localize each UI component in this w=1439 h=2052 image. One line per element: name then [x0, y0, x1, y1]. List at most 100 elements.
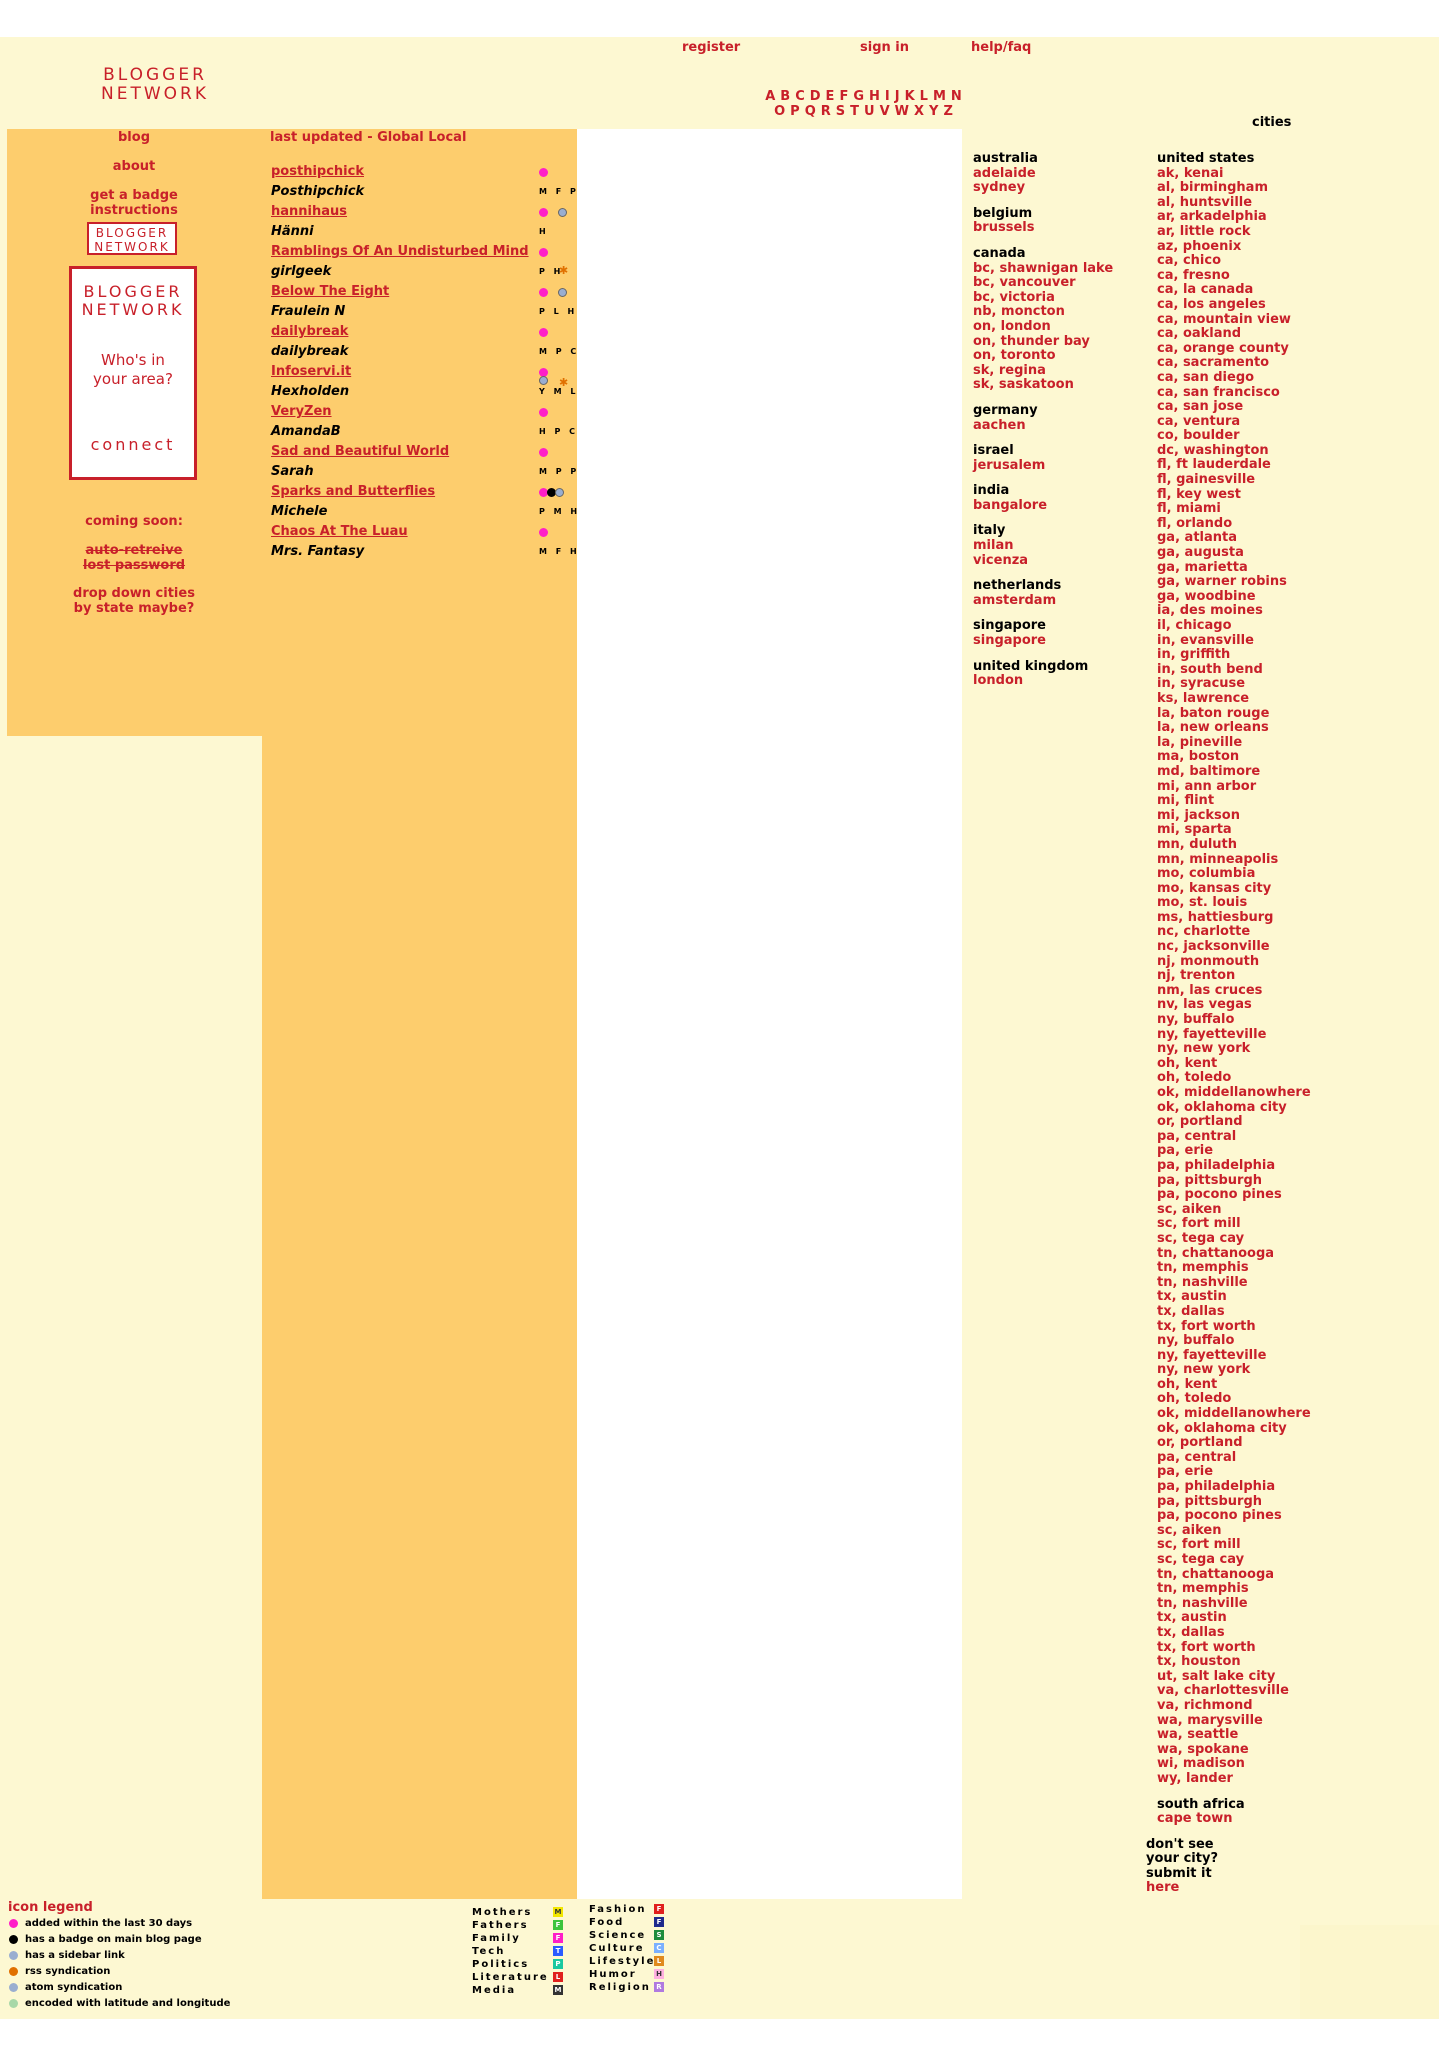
city-link[interactable]: ga, atlanta [1157, 530, 1237, 546]
city-link[interactable]: ga, warner robins [1157, 574, 1287, 590]
city-link[interactable]: nj, trenton [1157, 968, 1236, 984]
city-link[interactable]: al, huntsville [1157, 194, 1253, 210]
city-link[interactable]: ny, fayetteville [1157, 1347, 1267, 1363]
badge-small[interactable]: BLOGGER NETWORK [87, 222, 177, 255]
city-link[interactable]: dc, washington [1157, 442, 1269, 458]
city-link[interactable]: bc, victoria [973, 289, 1055, 305]
alpha-letter-i[interactable]: I [884, 89, 893, 104]
city-link[interactable]: fl, orlando [1157, 515, 1233, 531]
city-link[interactable]: fl, ft lauderdale [1157, 457, 1271, 473]
city-link[interactable]: oh, toledo [1157, 1391, 1232, 1407]
city-link[interactable]: ca, ventura [1157, 413, 1241, 429]
city-link[interactable]: adelaide [973, 165, 1036, 181]
city-link[interactable]: nc, charlotte [1157, 924, 1251, 940]
city-link[interactable]: ak, kenai [1157, 165, 1224, 181]
city-link[interactable]: sc, tega cay [1157, 1552, 1245, 1567]
city-link[interactable]: wi, madison [1157, 1756, 1245, 1772]
city-link[interactable]: pa, philadelphia [1157, 1157, 1276, 1173]
alpha-letter-q[interactable]: Q [804, 104, 819, 119]
city-link[interactable]: on, toronto [973, 348, 1056, 364]
city-link[interactable]: in, south bend [1157, 661, 1263, 677]
city-link[interactable]: ny, buffalo [1157, 1012, 1235, 1028]
nav-about[interactable]: about [112, 159, 156, 174]
city-link[interactable]: ga, marietta [1157, 559, 1248, 575]
city-link[interactable]: ga, augusta [1157, 545, 1244, 561]
city-link[interactable]: milan [973, 538, 1014, 554]
city-link[interactable]: mi, ann arbor [1157, 778, 1257, 794]
city-link[interactable]: pa, pittsburgh [1157, 1172, 1263, 1188]
city-link[interactable]: ca, orange county [1157, 340, 1289, 356]
city-link[interactable]: la, new orleans [1157, 720, 1269, 736]
city-link[interactable]: wa, spokane [1157, 1741, 1249, 1757]
city-link[interactable]: sk, regina [973, 362, 1046, 378]
blog-title[interactable]: Sparks and Butterflies [271, 484, 436, 499]
city-link[interactable]: pa, pocono pines [1157, 1508, 1282, 1524]
city-link[interactable]: ks, lawrence [1157, 690, 1250, 706]
sign-in-link[interactable]: sign in [860, 40, 909, 55]
blog-title[interactable]: Ramblings Of An Undisturbed Mind [271, 244, 529, 259]
city-link[interactable]: pa, central [1157, 1128, 1237, 1144]
city-link[interactable]: wy, lander [1157, 1770, 1233, 1786]
alpha-letter-k[interactable]: K [904, 89, 918, 104]
blog-title[interactable]: Sad and Beautiful World [271, 444, 450, 459]
city-link[interactable]: pa, erie [1157, 1143, 1214, 1159]
city-link[interactable]: in, griffith [1157, 647, 1231, 663]
city-link[interactable]: or, portland [1157, 1114, 1243, 1130]
alpha-letter-n[interactable]: N [950, 89, 965, 104]
city-link[interactable]: nc, jacksonville [1157, 939, 1270, 955]
alpha-letter-m[interactable]: M [932, 89, 949, 104]
city-link[interactable]: jerusalem [973, 457, 1046, 473]
blog-title[interactable]: VeryZen [271, 404, 332, 419]
city-link[interactable]: ok, oklahoma city [1157, 1099, 1287, 1115]
city-link[interactable]: fl, miami [1157, 501, 1221, 517]
city-link[interactable]: in, syracuse [1157, 676, 1246, 692]
city-link[interactable]: tx, dallas [1157, 1303, 1225, 1319]
city-link[interactable]: ga, woodbine [1157, 588, 1256, 604]
city-link[interactable]: sc, aiken [1157, 1522, 1222, 1538]
city-link[interactable]: tn, chattanooga [1157, 1566, 1275, 1582]
city-link[interactable]: la, baton rouge [1157, 705, 1270, 721]
city-link[interactable]: ca, los angeles [1157, 296, 1266, 312]
blog-title[interactable]: dailybreak [271, 324, 349, 339]
city-link[interactable]: mn, minneapolis [1157, 851, 1279, 867]
alpha-letter-p[interactable]: P [790, 104, 803, 119]
city-link[interactable]: ms, hattiesburg [1157, 909, 1274, 925]
city-link[interactable]: oh, toledo [1157, 1070, 1232, 1086]
alpha-letter-h[interactable]: H [869, 89, 883, 104]
help-link[interactable]: help/faq [971, 40, 1032, 55]
city-link[interactable]: ok, middellanowhere [1157, 1085, 1311, 1100]
alpha-letter-g[interactable]: G [853, 89, 867, 104]
city-link[interactable]: tx, austin [1157, 1289, 1227, 1305]
city-link[interactable]: az, phoenix [1157, 238, 1242, 254]
city-link[interactable]: tx, fort worth [1157, 1639, 1256, 1655]
city-link[interactable]: ar, little rock [1157, 223, 1251, 239]
city-link[interactable]: fl, gainesville [1157, 472, 1256, 488]
city-link[interactable]: cape town [1157, 1811, 1233, 1827]
city-link[interactable]: ma, boston [1157, 749, 1240, 765]
city-link[interactable]: ca, chico [1157, 253, 1221, 269]
city-link[interactable]: tx, houston [1157, 1654, 1241, 1670]
city-link[interactable]: sc, aiken [1157, 1201, 1222, 1217]
alpha-letter-j[interactable]: J [894, 89, 903, 104]
city-link[interactable]: md, baltimore [1157, 763, 1261, 779]
blog-title[interactable]: Chaos At The Luau [271, 524, 408, 539]
city-link[interactable]: fl, key west [1157, 486, 1241, 502]
city-link[interactable]: sk, saskatoon [973, 377, 1074, 393]
blog-title[interactable]: Below The Eight [271, 284, 390, 299]
alpha-letter-r[interactable]: R [820, 104, 834, 119]
alpha-letter-v[interactable]: V [879, 104, 893, 119]
alpha-letter-c[interactable]: C [795, 89, 808, 104]
city-link[interactable]: tx, austin [1157, 1610, 1227, 1626]
city-link[interactable]: pa, central [1157, 1449, 1237, 1465]
city-link[interactable]: in, evansville [1157, 632, 1254, 648]
city-link[interactable]: sc, fort mill [1157, 1216, 1241, 1232]
site-logo[interactable]: BLOGGER NETWORK [101, 66, 209, 104]
city-link[interactable]: ok, middellanowhere [1157, 1406, 1311, 1422]
city-link[interactable]: singapore [973, 633, 1046, 649]
register-link[interactable]: register [682, 40, 741, 55]
alpha-letter-f[interactable]: F [839, 89, 852, 104]
nav-blog[interactable]: blog [118, 130, 150, 145]
city-link[interactable]: mo, columbia [1157, 866, 1256, 882]
blog-title[interactable]: Infoservi.it [271, 364, 352, 379]
city-link[interactable]: bc, shawnigan lake [973, 260, 1114, 276]
